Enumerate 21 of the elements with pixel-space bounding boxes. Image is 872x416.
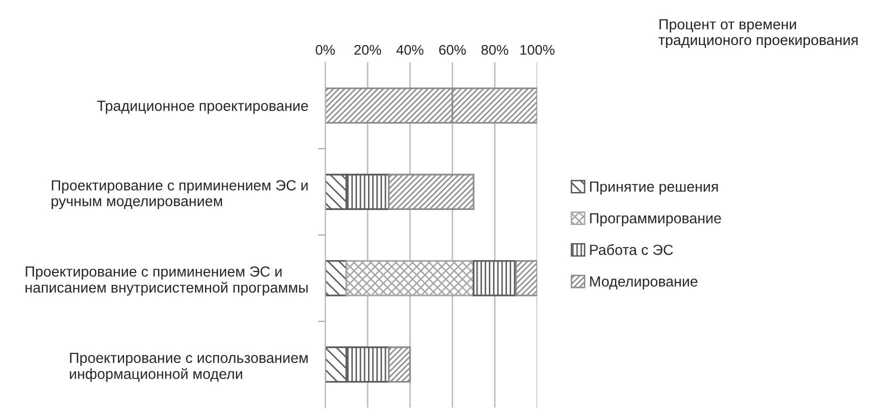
x-tick-label: 40% bbox=[396, 44, 424, 55]
x-tick-label: 80% bbox=[481, 44, 508, 55]
legend-label: Программирование bbox=[590, 213, 721, 226]
legend-label: Моделирование bbox=[590, 276, 698, 290]
bar bbox=[388, 346, 411, 383]
x-tick-label: 100% bbox=[520, 44, 554, 55]
bar bbox=[472, 260, 517, 296]
y-tick-label: Проектирование с приминением ЭС и написанием внутрисистемной программы bbox=[26, 266, 308, 296]
x-tick-label: 60% bbox=[439, 44, 466, 55]
bar bbox=[325, 260, 348, 296]
x-tick-label: 20% bbox=[354, 44, 382, 55]
y-tick-label: Проектирование с использованием информационной модели bbox=[70, 352, 308, 382]
bar bbox=[515, 260, 538, 296]
y-tick-label: Проектирование с приминением ЭС и ручным моделированием bbox=[52, 180, 308, 210]
legend-label: Работа с ЭС bbox=[590, 244, 673, 256]
legend-label: Принятие решения bbox=[590, 182, 718, 195]
y-tick-label: Традиционное проектирование bbox=[97, 100, 308, 114]
text: Процент от времени традиционого проекирования bbox=[658, 19, 858, 48]
x-tick-label: 0% bbox=[316, 44, 335, 55]
bar bbox=[388, 174, 474, 210]
bar bbox=[346, 260, 474, 296]
